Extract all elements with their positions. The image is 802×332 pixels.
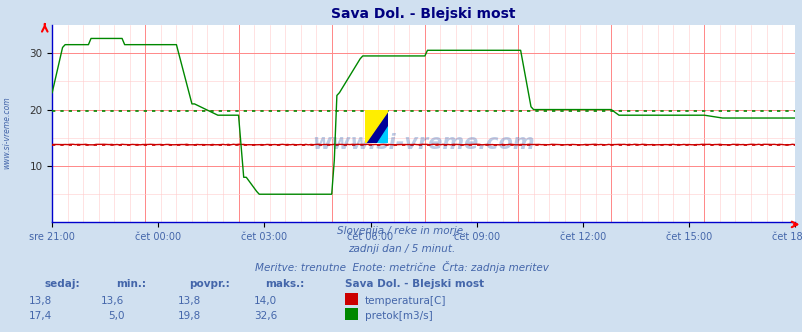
Text: 5,0: 5,0 bbox=[107, 311, 124, 321]
Text: 19,8: 19,8 bbox=[177, 311, 200, 321]
Text: Meritve: trenutne  Enote: metrične  Črta: zadnja meritev: Meritve: trenutne Enote: metrične Črta: … bbox=[254, 261, 548, 273]
Text: maks.:: maks.: bbox=[265, 279, 304, 289]
Text: 14,0: 14,0 bbox=[253, 296, 277, 306]
Text: povpr.:: povpr.: bbox=[188, 279, 229, 289]
Polygon shape bbox=[365, 110, 387, 143]
Title: Sava Dol. - Blejski most: Sava Dol. - Blejski most bbox=[331, 7, 515, 21]
Text: min.:: min.: bbox=[116, 279, 146, 289]
Text: 13,8: 13,8 bbox=[29, 296, 52, 306]
Text: zadnji dan / 5 minut.: zadnji dan / 5 minut. bbox=[347, 244, 455, 254]
Text: pretok[m3/s]: pretok[m3/s] bbox=[364, 311, 431, 321]
Text: temperatura[C]: temperatura[C] bbox=[364, 296, 445, 306]
Text: 32,6: 32,6 bbox=[253, 311, 277, 321]
Text: 13,6: 13,6 bbox=[101, 296, 124, 306]
Polygon shape bbox=[376, 126, 387, 143]
Text: 13,8: 13,8 bbox=[177, 296, 200, 306]
Text: Sava Dol. - Blejski most: Sava Dol. - Blejski most bbox=[345, 279, 484, 289]
Text: Slovenija / reke in morje.: Slovenija / reke in morje. bbox=[336, 226, 466, 236]
Text: sedaj:: sedaj: bbox=[44, 279, 79, 289]
Text: www.si-vreme.com: www.si-vreme.com bbox=[2, 97, 11, 169]
Text: www.si-vreme.com: www.si-vreme.com bbox=[312, 133, 534, 153]
Text: 17,4: 17,4 bbox=[29, 311, 52, 321]
Polygon shape bbox=[365, 110, 387, 143]
